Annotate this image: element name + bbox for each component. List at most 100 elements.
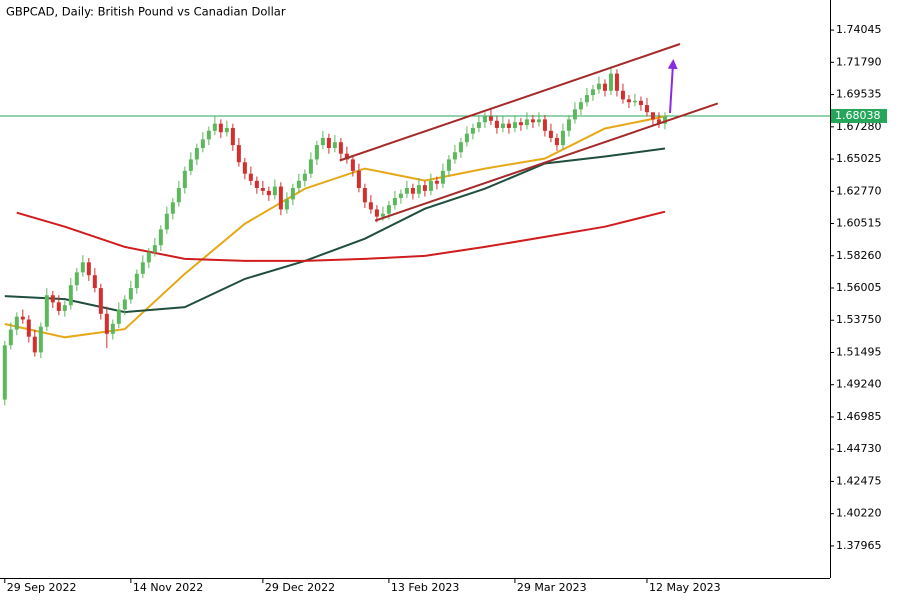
candle-body	[464, 133, 469, 143]
y-tick-label: 1.49240	[836, 378, 882, 391]
candle-body	[620, 90, 625, 100]
candle-body	[368, 202, 373, 210]
candle-body	[338, 142, 343, 154]
candle-body	[266, 190, 271, 196]
candle-body	[14, 316, 19, 330]
candle-body	[494, 120, 499, 128]
candle-body	[656, 119, 661, 124]
y-tick-label: 1.58260	[836, 249, 882, 262]
candle-body	[596, 83, 601, 90]
candle-body	[284, 199, 289, 210]
candle-body	[662, 116, 667, 124]
candle-body	[224, 127, 229, 133]
y-tick-label: 1.71790	[836, 55, 882, 68]
candle-body	[542, 119, 547, 131]
candle-body	[74, 272, 79, 286]
candle-body	[410, 187, 415, 194]
candle-body	[314, 145, 319, 160]
candle-body	[254, 180, 259, 188]
candle-body	[344, 153, 349, 160]
candle-body	[608, 73, 613, 91]
candle-body	[140, 262, 145, 274]
y-tick-label: 1.51495	[836, 345, 882, 358]
candle-body	[278, 186, 283, 210]
candle-body	[428, 180, 433, 191]
candle-body	[488, 116, 493, 121]
candle-body	[434, 180, 439, 184]
candle-body	[356, 170, 361, 188]
candle-body	[260, 187, 265, 191]
plot-area	[0, 43, 830, 406]
candle-body	[242, 162, 247, 174]
candle-body	[80, 262, 85, 273]
candle-body	[614, 73, 619, 91]
candle-body	[44, 295, 49, 327]
candle-body	[482, 116, 487, 123]
candle-body	[572, 109, 577, 120]
candle-body	[26, 319, 31, 337]
candle-body	[650, 112, 655, 120]
candle-body	[296, 180, 301, 188]
candle-body	[560, 130, 565, 146]
candle-body	[512, 122, 517, 128]
candle-body	[230, 127, 235, 146]
moving-average	[16, 210, 666, 262]
candle-body	[176, 187, 181, 203]
y-tick-label: 1.42475	[836, 474, 882, 487]
candle-body	[122, 299, 127, 310]
candle-body	[308, 159, 313, 174]
candle-body	[500, 123, 505, 128]
candle-body	[326, 137, 331, 148]
candle-body	[134, 273, 139, 289]
y-tick-label: 1.44730	[836, 442, 882, 455]
y-tick-label: 1.74045	[836, 23, 882, 36]
x-tick-label: 29 Sep 2022	[7, 581, 77, 594]
candle-body	[554, 137, 559, 146]
candle-body	[422, 185, 427, 191]
candle-body	[158, 229, 163, 246]
candle-body	[32, 336, 37, 353]
candle-body	[116, 309, 121, 324]
y-tick-label: 1.53750	[836, 313, 882, 326]
candle-body	[170, 202, 175, 214]
y-tick-label: 1.65025	[836, 152, 882, 165]
candle-body	[212, 123, 217, 131]
candle-body	[524, 119, 529, 126]
y-tick-label: 1.40220	[836, 507, 882, 520]
candle-body	[536, 119, 541, 123]
candle-body	[290, 187, 295, 200]
y-tick-label: 1.56005	[836, 281, 882, 294]
candle-body	[128, 288, 133, 300]
candle-body	[392, 198, 397, 206]
candle-body	[440, 170, 445, 184]
candle-body	[458, 142, 463, 153]
candle-body	[86, 262, 91, 276]
candle-body	[566, 119, 571, 131]
candle-body	[110, 323, 115, 334]
x-tick-label: 29 Mar 2023	[517, 581, 587, 594]
y-tick-label: 1.67280	[836, 120, 882, 133]
candle-body	[218, 123, 223, 133]
candle-body	[416, 185, 421, 194]
candle-body	[50, 295, 55, 303]
candle-body	[302, 173, 307, 181]
candle-body	[272, 186, 277, 196]
candle-body	[362, 187, 367, 203]
channel-line	[339, 43, 681, 162]
candle-body	[446, 159, 451, 171]
candle-body	[8, 329, 13, 346]
candle-body	[92, 275, 97, 289]
candle-body	[104, 313, 109, 334]
candle-body	[248, 173, 253, 181]
candle-body	[188, 159, 193, 171]
candle-body	[584, 95, 589, 103]
candle-body	[62, 305, 67, 311]
candle-body	[332, 142, 337, 148]
candle-body	[590, 89, 595, 96]
candle-body	[98, 288, 103, 314]
candle-body	[56, 302, 61, 311]
candle-body	[194, 147, 199, 160]
x-tick-label: 29 Dec 2022	[265, 581, 335, 594]
